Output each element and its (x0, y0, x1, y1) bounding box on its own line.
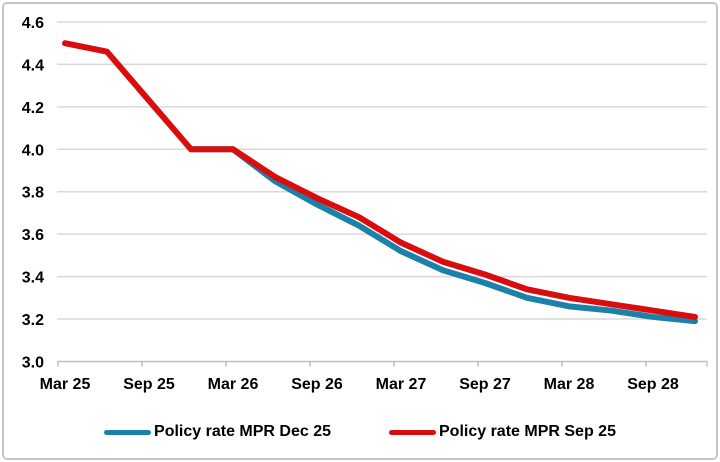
legend-label-mpr-sep-25: Policy rate MPR Sep 25 (439, 423, 616, 440)
legend-line-swatch-mpr-dec-25 (104, 429, 152, 435)
x-axis-label: Mar 26 (208, 376, 259, 393)
y-axis-label: 4.0 (22, 142, 44, 159)
y-axis-label: 3.2 (22, 312, 44, 329)
legend-line-swatch-mpr-sep-25 (389, 429, 436, 435)
x-axis-label: Sep 26 (291, 376, 343, 393)
x-axis-label: Mar 27 (376, 376, 427, 393)
legend-label-mpr-dec-25: Policy rate MPR Dec 25 (154, 423, 331, 440)
x-axis-label: Sep 28 (627, 376, 679, 393)
y-axis-label: 3.4 (22, 270, 44, 287)
x-axis-label: Mar 25 (40, 376, 91, 393)
y-axis-label: 4.4 (22, 57, 44, 74)
y-axis-label: 4.6 (22, 15, 44, 32)
legend-item-mpr-dec-25: Policy rate MPR Dec 25 (104, 423, 331, 441)
x-axis-label: Sep 27 (459, 376, 511, 393)
chart-legend: Policy rate MPR Dec 25 Policy rate MPR S… (0, 420, 720, 444)
y-axis-label: 3.8 (22, 185, 44, 202)
y-axis-label: 3.6 (22, 227, 44, 244)
chart-svg: 3.0 3.2 3.4 3.6 3.8 4.0 4.2 4.4 4.6 Mar 25 Sep 25 M… (22, 15, 708, 393)
x-axis-label: Mar 28 (544, 376, 595, 393)
y-axis-label: 4.2 (22, 100, 44, 117)
series-line-mpr-sep-25 (62, 40, 698, 320)
x-axis-label: Sep 25 (123, 376, 175, 393)
y-axis-label: 3.0 (22, 355, 44, 372)
series-line-mpr-dec-25 (188, 146, 698, 325)
legend-item-mpr-sep-25: Policy rate MPR Sep 25 (389, 423, 616, 441)
